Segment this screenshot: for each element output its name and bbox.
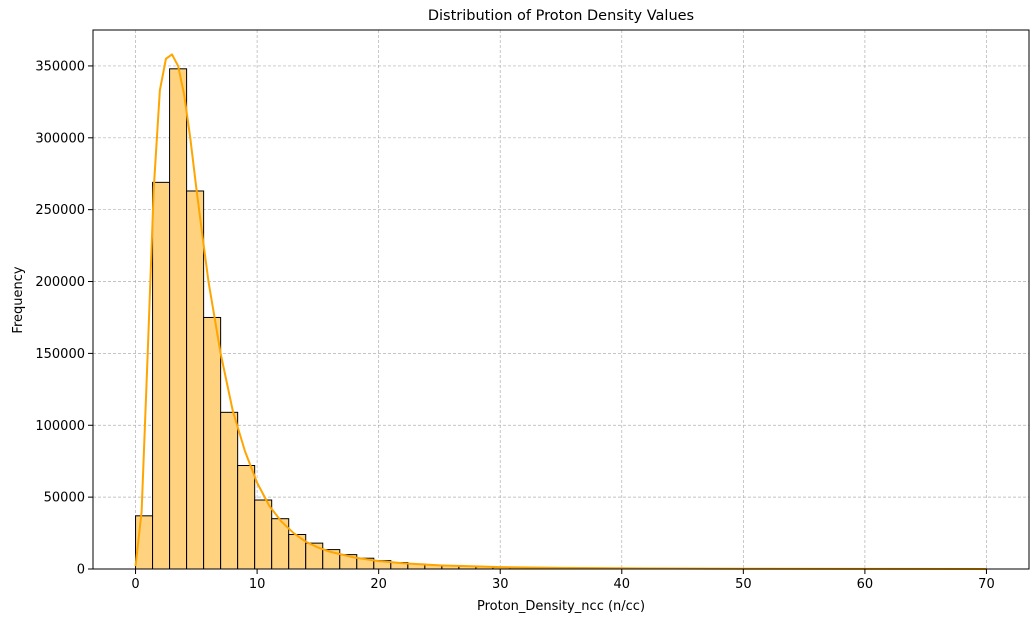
histogram-bar <box>169 68 188 570</box>
x-tick-label: 40 <box>614 577 631 592</box>
x-tick-label: 0 <box>131 577 139 592</box>
x-tick-label: 60 <box>857 577 874 592</box>
y-tick-label: 200000 <box>35 275 85 290</box>
histogram-bar <box>203 316 222 570</box>
x-tick-label: 20 <box>370 577 387 592</box>
histogram-bar <box>186 190 205 570</box>
histogram-bar <box>305 542 324 570</box>
y-tick-label: 250000 <box>35 203 85 218</box>
y-tick-label: 150000 <box>35 347 85 362</box>
y-axis-ticks: 0 50000 100000 150000 200000 250000 300000 3500… <box>35 59 93 578</box>
x-axis-ticks: 0 10 20 30 40 50 60 70 <box>131 569 995 592</box>
y-tick-label: 350000 <box>35 59 85 74</box>
histogram-bar <box>220 411 239 570</box>
x-tick-label: 70 <box>978 577 995 592</box>
y-tick-label: 100000 <box>35 419 85 434</box>
histogram-bar <box>237 465 256 570</box>
y-tick-label: 0 <box>77 563 85 578</box>
chart-title: Distribution of Proton Density Values <box>428 8 694 24</box>
kde-line <box>134 53 987 570</box>
y-tick-label: 300000 <box>35 131 85 146</box>
x-tick-label: 50 <box>735 577 752 592</box>
kde-curve <box>134 53 987 570</box>
y-tick-label: 50000 <box>44 491 85 506</box>
y-axis-label: Frequency <box>11 266 26 333</box>
histogram-bar <box>254 499 273 570</box>
histogram-bar <box>152 181 171 570</box>
plot-frame <box>92 29 1030 570</box>
x-axis-label: Proton_Density_ncc (n/cc) <box>477 599 645 614</box>
x-tick-label: 30 <box>492 577 509 592</box>
x-tick-label: 10 <box>249 577 266 592</box>
